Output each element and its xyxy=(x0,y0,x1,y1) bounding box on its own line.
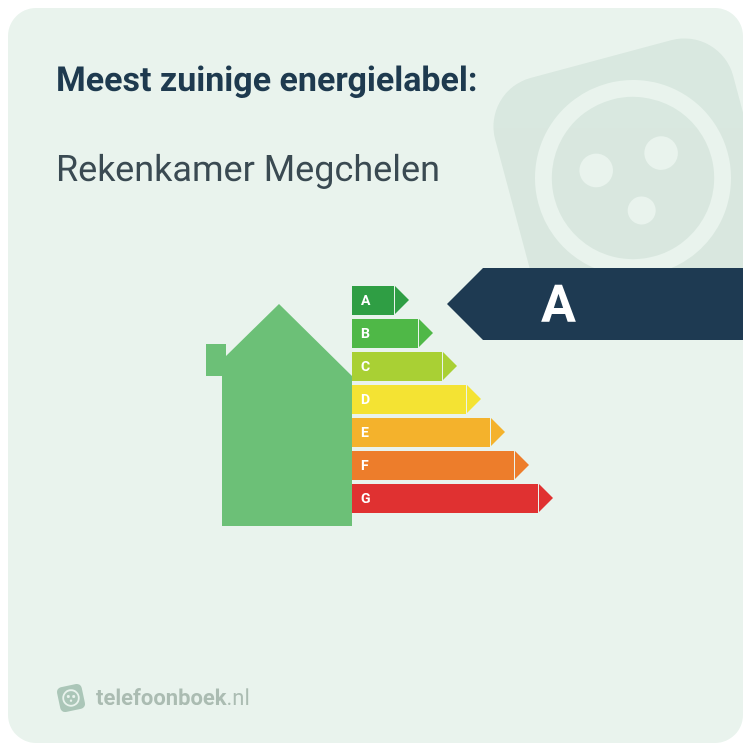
bar-b: B xyxy=(352,319,418,348)
bar-label: E xyxy=(361,425,369,441)
bar-label: A xyxy=(361,293,370,309)
bar-label: F xyxy=(361,458,369,474)
brand-icon xyxy=(56,683,86,713)
rating-badge: A xyxy=(483,268,743,340)
bar-c: C xyxy=(352,352,442,381)
energy-chart: A B C D E F G A xyxy=(56,266,695,566)
bar-label: B xyxy=(361,326,370,342)
bar-e: E xyxy=(352,418,490,447)
bar-row-e: E xyxy=(352,418,538,447)
bar-g: G xyxy=(352,484,538,513)
brand-bold: telefoonboek xyxy=(96,686,227,711)
bar-a: A xyxy=(352,286,394,315)
bar-d: D xyxy=(352,385,466,414)
card-title: Meest zuinige energielabel: xyxy=(56,60,695,100)
bar-label: G xyxy=(361,491,371,507)
footer-brand: telefoonboek.nl xyxy=(56,683,250,713)
bar-row-g: G xyxy=(352,484,538,513)
energy-label-card: Meest zuinige energielabel: Rekenkamer M… xyxy=(8,8,743,743)
bar-label: D xyxy=(361,392,370,408)
bar-f: F xyxy=(352,451,514,480)
card-subtitle: Rekenkamer Megchelen xyxy=(56,148,695,190)
house-path xyxy=(206,304,352,526)
bar-row-f: F xyxy=(352,451,538,480)
brand-light: .nl xyxy=(227,686,250,711)
bar-label: C xyxy=(361,359,370,375)
rating-letter: A xyxy=(541,274,576,335)
brand-text: telefoonboek.nl xyxy=(96,686,250,711)
house-icon xyxy=(186,276,352,526)
bar-row-d: D xyxy=(352,385,538,414)
bar-row-c: C xyxy=(352,352,538,381)
